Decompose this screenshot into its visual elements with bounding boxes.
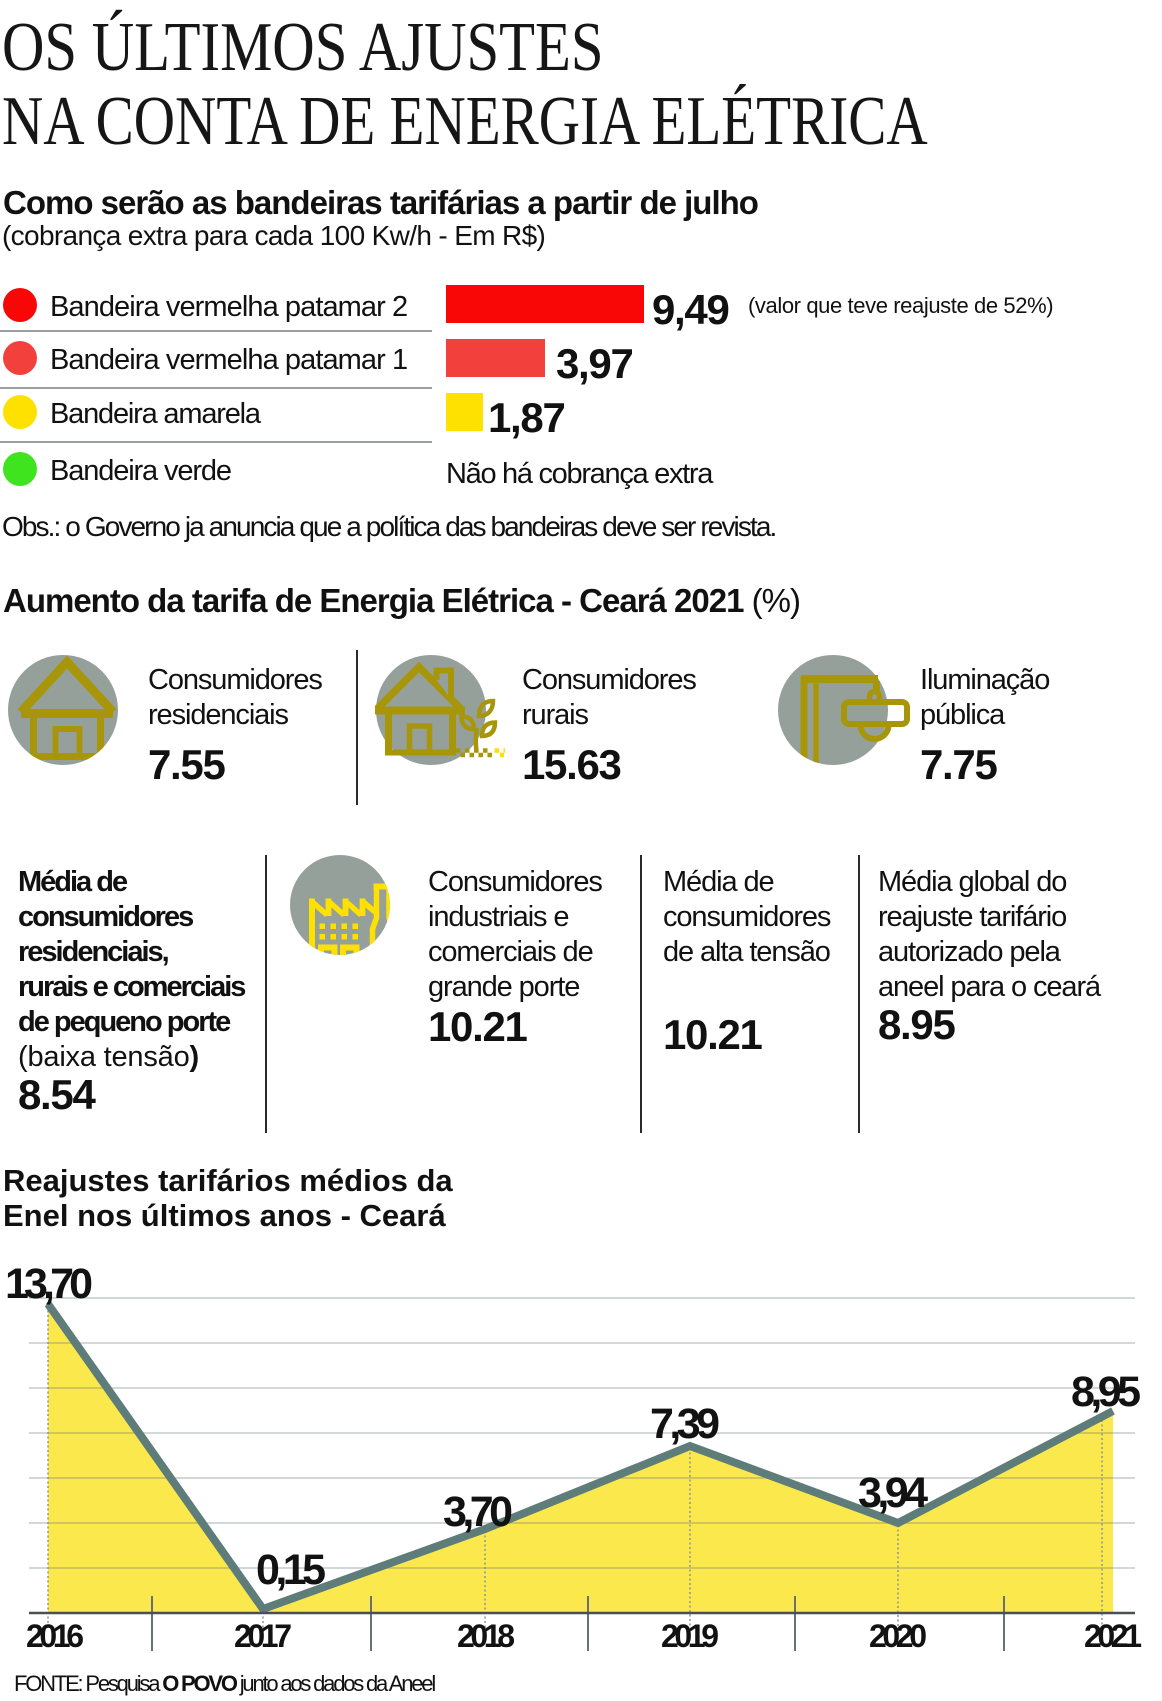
svg-text:3,70: 3,70 xyxy=(443,1488,513,1536)
svg-text:2020: 2020 xyxy=(869,1618,927,1654)
svg-text:2016: 2016 xyxy=(26,1618,84,1654)
svg-text:7,39: 7,39 xyxy=(650,1400,720,1448)
svg-text:13,70: 13,70 xyxy=(5,1260,93,1308)
svg-text:8,95: 8,95 xyxy=(1071,1368,1141,1416)
svg-text:2019: 2019 xyxy=(661,1618,719,1654)
svg-text:2021: 2021 xyxy=(1084,1618,1142,1654)
svg-text:3,94: 3,94 xyxy=(858,1469,928,1517)
svg-text:0,15: 0,15 xyxy=(256,1546,326,1594)
svg-text:2017: 2017 xyxy=(234,1618,292,1654)
svg-text:2018: 2018 xyxy=(457,1618,515,1654)
